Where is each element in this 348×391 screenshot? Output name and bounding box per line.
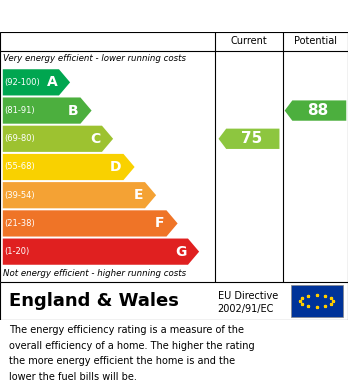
Text: (21-38): (21-38) (5, 219, 35, 228)
Text: Potential: Potential (294, 36, 337, 47)
Text: F: F (155, 217, 165, 230)
Polygon shape (285, 100, 346, 121)
Text: 2002/91/EC: 2002/91/EC (218, 304, 274, 314)
Text: (39-54): (39-54) (5, 191, 35, 200)
Polygon shape (3, 154, 135, 180)
Text: G: G (175, 245, 186, 258)
Text: Very energy efficient - lower running costs: Very energy efficient - lower running co… (3, 54, 187, 63)
Polygon shape (3, 69, 70, 95)
Text: B: B (68, 104, 79, 118)
Text: EU Directive: EU Directive (218, 291, 278, 301)
Text: (55-68): (55-68) (5, 163, 35, 172)
Text: Energy Efficiency Rating: Energy Efficiency Rating (9, 9, 219, 23)
Text: Not energy efficient - higher running costs: Not energy efficient - higher running co… (3, 269, 187, 278)
Text: A: A (47, 75, 57, 90)
Text: (69-80): (69-80) (5, 134, 35, 143)
Text: 88: 88 (307, 103, 329, 118)
Text: C: C (90, 132, 100, 146)
Text: the more energy efficient the home is and the: the more energy efficient the home is an… (9, 356, 235, 366)
Text: England & Wales: England & Wales (9, 292, 179, 310)
Text: lower the fuel bills will be.: lower the fuel bills will be. (9, 372, 136, 382)
Polygon shape (219, 129, 279, 149)
Text: overall efficiency of a home. The higher the rating: overall efficiency of a home. The higher… (9, 341, 254, 351)
Text: (81-91): (81-91) (5, 106, 35, 115)
Text: 75: 75 (241, 131, 262, 146)
Polygon shape (3, 126, 113, 152)
Polygon shape (3, 182, 156, 208)
Text: Current: Current (231, 36, 267, 47)
Polygon shape (3, 239, 199, 265)
Text: D: D (110, 160, 122, 174)
Text: E: E (134, 188, 143, 202)
Polygon shape (3, 97, 92, 124)
Text: (92-100): (92-100) (5, 78, 40, 87)
Polygon shape (3, 210, 177, 237)
Text: (1-20): (1-20) (5, 247, 30, 256)
Text: The energy efficiency rating is a measure of the: The energy efficiency rating is a measur… (9, 325, 244, 335)
Bar (291, 285, 343, 317)
